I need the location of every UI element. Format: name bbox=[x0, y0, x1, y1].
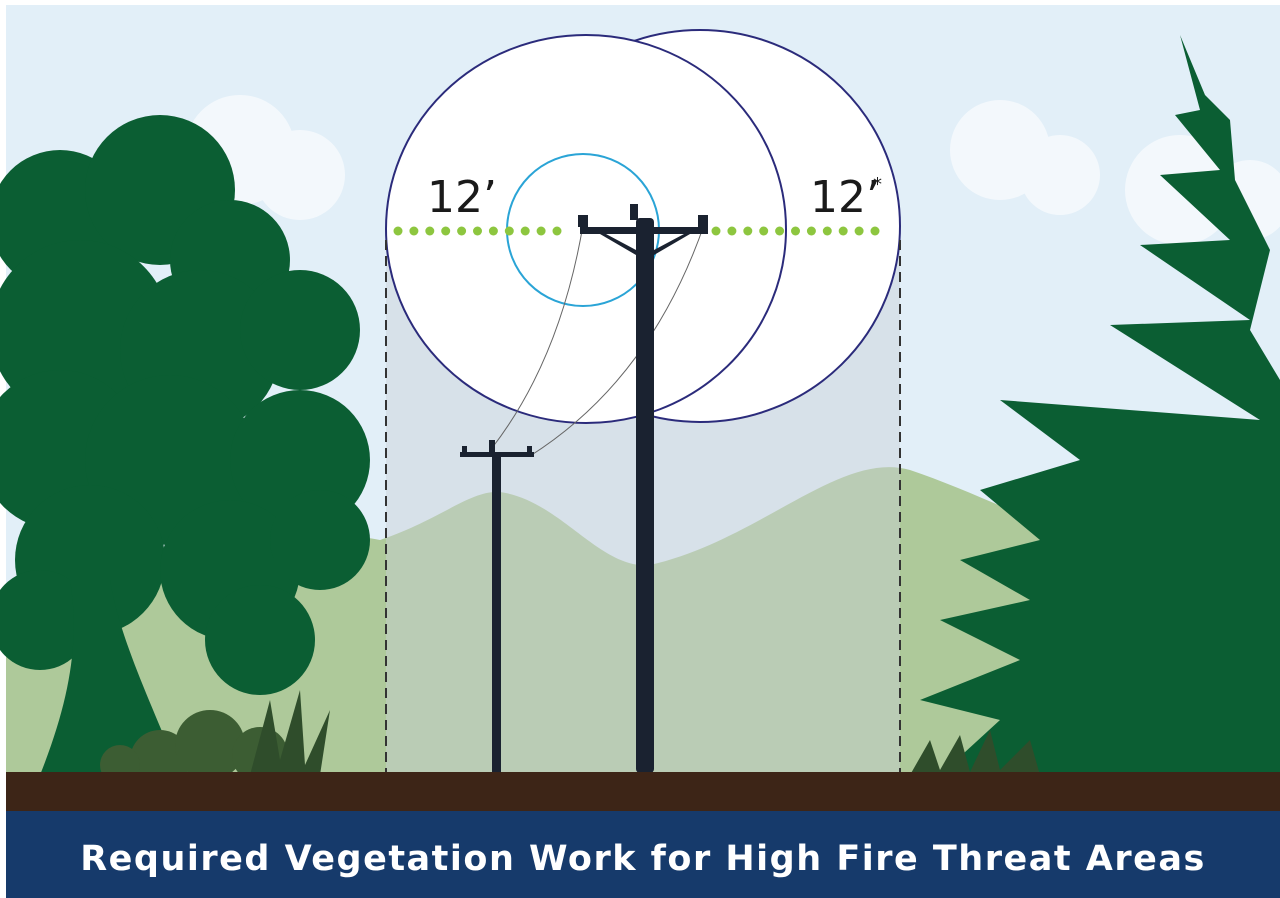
dot bbox=[441, 227, 450, 236]
dot bbox=[473, 227, 482, 236]
dot bbox=[712, 227, 721, 236]
dot bbox=[791, 227, 800, 236]
dot bbox=[553, 227, 562, 236]
ground bbox=[6, 772, 1280, 812]
illustration: 12’ 12’ * Required Vegetation Work for H… bbox=[0, 0, 1280, 898]
dot bbox=[394, 227, 403, 236]
dot bbox=[759, 227, 768, 236]
clearance-label: 12’ bbox=[427, 172, 497, 223]
dot bbox=[727, 227, 736, 236]
dot bbox=[775, 227, 784, 236]
dot bbox=[409, 227, 418, 236]
dot bbox=[489, 227, 498, 236]
dot bbox=[823, 227, 832, 236]
dot bbox=[537, 227, 546, 236]
dot bbox=[425, 227, 434, 236]
dot bbox=[743, 227, 752, 236]
banner-title: Required Vegetation Work for High Fire T… bbox=[80, 839, 1206, 879]
dot bbox=[839, 227, 848, 236]
dot bbox=[521, 227, 530, 236]
dot bbox=[871, 227, 880, 236]
dot bbox=[457, 227, 466, 236]
dot bbox=[505, 227, 514, 236]
dot bbox=[855, 227, 864, 236]
dot bbox=[807, 227, 816, 236]
clearance-label: 12’ bbox=[810, 172, 880, 223]
footnote-mark: * bbox=[873, 174, 882, 195]
